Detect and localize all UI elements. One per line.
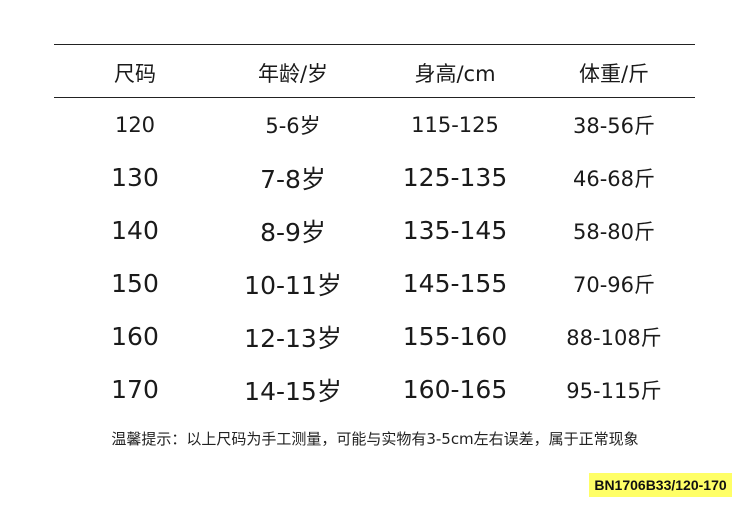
cell-age: 7-8岁 [260,164,326,194]
cell-weight: 70-96斤 [572,272,656,297]
table-row: 140 8-9岁 135-145 58-80斤 [54,204,695,257]
cell-height: 125-135 [402,163,508,192]
table-row: 170 14-15岁 160-165 95-115斤 [54,363,695,416]
cell-age: 8-9岁 [260,217,326,247]
table-top-rule [54,44,695,45]
cell-age: 10-11岁 [244,270,342,300]
cell-size: 130 [111,163,159,192]
table-row: 120 5-6岁 115-125 38-56斤 [54,98,695,151]
header-age: 年龄/岁 [257,61,329,86]
cell-height: 135-145 [402,216,508,245]
cell-size: 120 [114,112,156,137]
cell-age: 12-13岁 [244,323,342,353]
cell-weight: 88-108斤 [566,325,662,350]
table-row: 130 7-8岁 125-135 46-68斤 [54,151,695,204]
table-row: 150 10-11岁 145-155 70-96斤 [54,257,695,310]
cell-size: 150 [111,269,159,298]
cell-size: 140 [111,216,159,245]
table-header-rule [54,97,695,98]
header-height: 身高/cm [414,61,496,86]
cell-height: 145-155 [402,269,508,298]
cell-height: 115-125 [411,112,499,137]
cell-size: 160 [111,322,159,351]
product-code-badge: BN1706B33/120-170 [589,473,732,497]
cell-weight: 95-115斤 [566,378,662,403]
cell-age: 14-15岁 [244,376,342,406]
cell-size: 170 [111,375,159,404]
cell-age: 5-6岁 [265,113,321,138]
header-weight: 体重/斤 [578,61,650,86]
header-size: 尺码 [114,61,156,86]
cell-weight: 46-68斤 [572,166,656,191]
cell-height: 155-160 [402,322,508,351]
table-header: 尺码 年龄/岁 身高/cm 体重/斤 [54,46,695,99]
cell-weight: 38-56斤 [572,113,656,138]
cell-height: 160-165 [402,375,508,404]
measurement-note: 温馨提示：以上尺码为手工测量，可能与实物有3-5cm左右误差，属于正常现象 [111,430,639,448]
cell-weight: 58-80斤 [572,219,656,244]
table-row: 160 12-13岁 155-160 88-108斤 [54,310,695,363]
